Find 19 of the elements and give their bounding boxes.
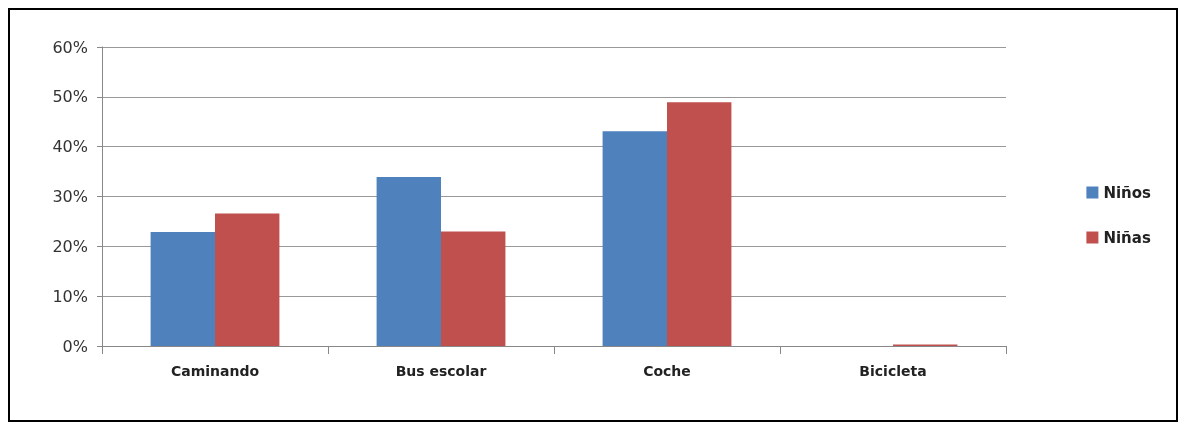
y-tick-label: 40% [52,137,88,157]
bar [602,131,667,346]
legend-label: Niños [1103,183,1152,202]
x-tick-label: Bus escolar [395,363,487,379]
bar [667,102,732,346]
bar [215,213,280,346]
y-tick-label: 30% [52,187,88,206]
x-tick-label: Bicicleta [859,363,927,379]
y-tick-label: 60% [52,37,88,57]
bar [150,231,215,346]
x-tick-label: Caminando [170,363,260,379]
legend-label: Niñas [1103,228,1151,247]
bar [441,231,506,346]
y-tick-label: 50% [52,87,88,107]
y-tick-label: 20% [52,236,88,256]
bar [376,177,441,346]
y-tick-label: 0% [62,336,88,356]
x-tick-label: Coche [643,363,691,379]
y-tick-label: 10% [52,286,88,306]
